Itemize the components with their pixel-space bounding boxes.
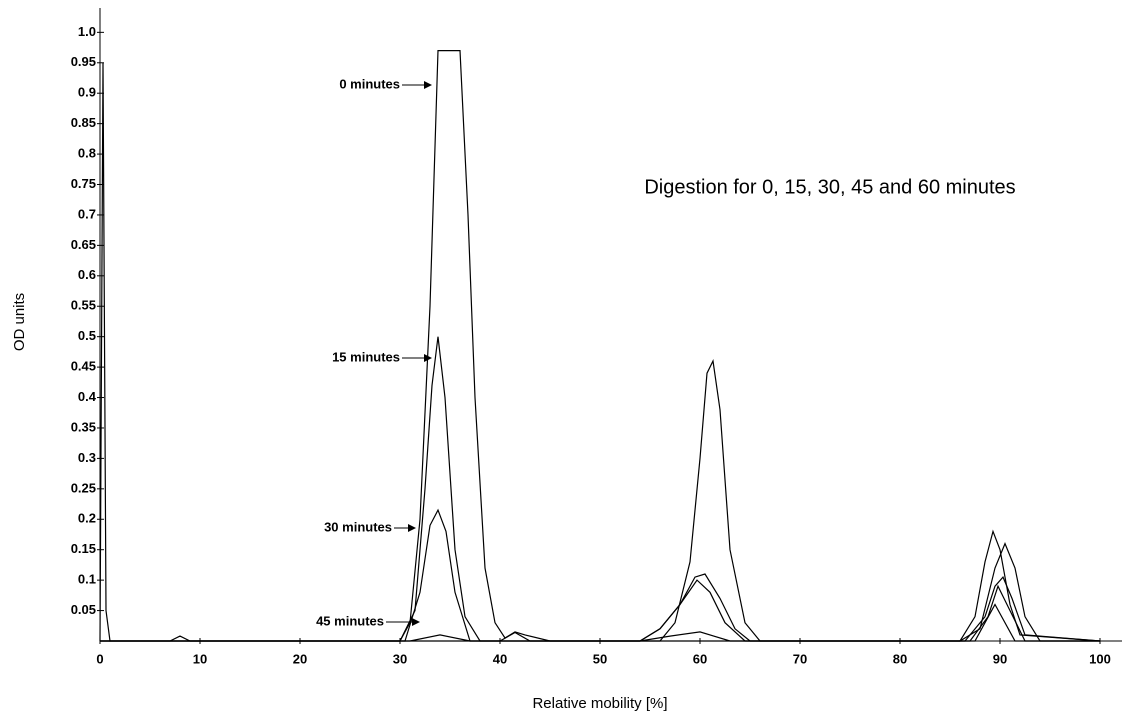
x-tick-label: 50 [593, 651, 607, 666]
x-tick-label: 10 [193, 651, 207, 666]
y-tick-label: 0.85 [71, 115, 96, 130]
x-tick-label: 80 [893, 651, 907, 666]
x-axis-label: Relative mobility [%] [532, 695, 667, 712]
series-label: 30 minutes [324, 519, 392, 534]
data-line [99, 50, 1100, 642]
series-label: 0 minutes [339, 76, 400, 91]
y-tick-label: 0.55 [71, 298, 96, 313]
x-tick-label: 40 [493, 651, 507, 666]
y-tick-label: 0.6 [78, 267, 96, 282]
data-line [100, 603, 1100, 642]
y-tick-label: 0.1 [78, 572, 96, 587]
arrow-head [424, 354, 432, 362]
y-tick-label: 0.35 [71, 419, 96, 434]
y-tick-label: 0.95 [71, 54, 96, 69]
arrow-head [424, 81, 432, 89]
arrow-head [408, 524, 416, 532]
chart-title: Digestion for 0, 15, 30, 45 and 60 minut… [644, 176, 1015, 198]
y-tick-label: 0.2 [78, 511, 96, 526]
x-tick-label: 0 [96, 651, 103, 666]
data-line [100, 336, 1101, 642]
y-tick-label: 1.0 [78, 24, 96, 39]
data-line [100, 508, 1101, 642]
y-tick-label: 0.4 [78, 389, 97, 404]
y-tick-label: 0.5 [78, 328, 96, 343]
series-label: 45 minutes [316, 613, 384, 628]
x-tick-label: 90 [993, 651, 1007, 666]
y-tick-label: 0.15 [71, 541, 96, 556]
x-tick-label: 60 [693, 651, 707, 666]
y-tick-label: 0.65 [71, 237, 96, 252]
y-tick-label: 0.9 [78, 85, 96, 100]
y-tick-label: 0.7 [78, 206, 96, 221]
y-tick-label: 0.3 [78, 450, 96, 465]
series-label: 15 minutes [332, 349, 400, 364]
y-tick-label: 0.8 [78, 146, 96, 161]
y-tick-label: 0.45 [71, 359, 96, 374]
x-tick-label: 70 [793, 651, 807, 666]
x-tick-label: 30 [393, 651, 407, 666]
y-tick-label: 0.75 [71, 176, 96, 191]
y-axis-label: OD units [11, 293, 28, 351]
y-tick-label: 0.05 [71, 602, 96, 617]
arrow-head [412, 618, 420, 626]
x-tick-label: 100 [1089, 651, 1111, 666]
data-line [100, 584, 1100, 642]
y-tick-label: 0.25 [71, 480, 96, 495]
x-tick-label: 20 [293, 651, 307, 666]
